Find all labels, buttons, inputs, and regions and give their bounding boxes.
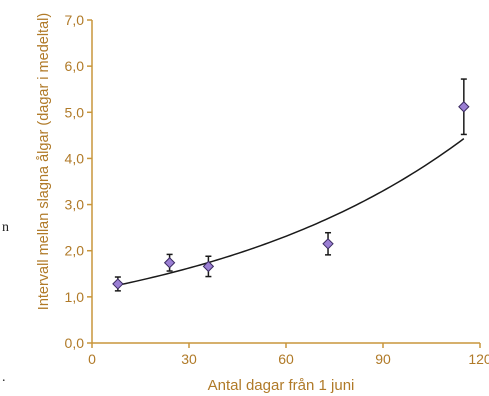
y-tick-label: 2,0: [65, 243, 85, 259]
y-tick-label: 6,0: [65, 58, 85, 74]
x-tick-label: 0: [88, 351, 96, 367]
y-tick-label: 3,0: [65, 197, 85, 213]
y-tick-label: 5,0: [65, 104, 85, 120]
y-tick-label: 1,0: [65, 289, 85, 305]
x-axis-label: Antal dagar från 1 juni: [208, 377, 355, 394]
data-point: [322, 238, 334, 250]
data-point: [202, 260, 215, 273]
y-axis-label: Intervall mellan slagna ålgar (dagar i m…: [36, 13, 52, 310]
y-tick-label: 4,0: [65, 150, 85, 166]
data-point: [112, 278, 124, 290]
page-fragment-bottom: .: [2, 370, 6, 385]
trendline: [117, 138, 465, 286]
page-fragment-left: n: [2, 220, 9, 235]
y-tick-label: 7,0: [65, 12, 85, 28]
data-point: [163, 257, 176, 269]
x-tick-label: 30: [181, 351, 197, 367]
x-tick-label: 120: [468, 351, 489, 367]
y-tick-label: 0,0: [65, 335, 85, 351]
data-point: [458, 101, 470, 113]
x-tick-label: 90: [375, 351, 391, 367]
x-tick-label: 60: [278, 351, 294, 367]
